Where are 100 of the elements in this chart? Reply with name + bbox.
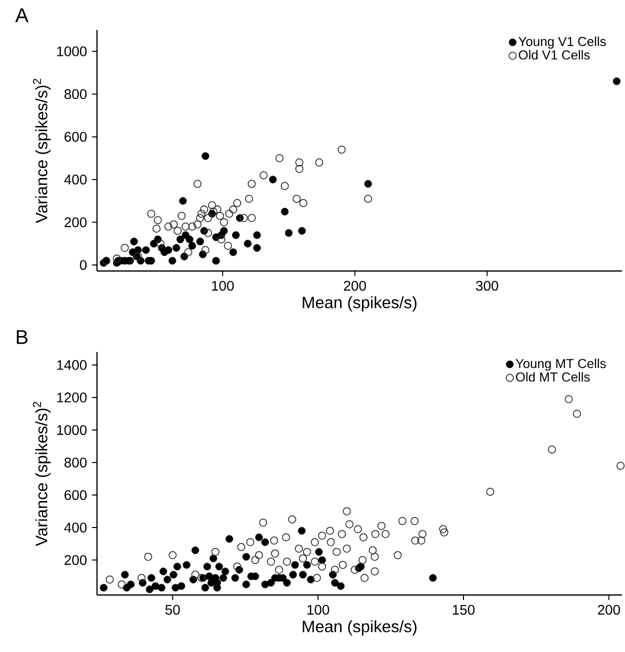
point bbox=[291, 561, 299, 569]
point bbox=[292, 194, 301, 203]
point bbox=[152, 582, 160, 590]
legend-label: Young V1 Cells bbox=[518, 36, 606, 49]
chart-title: A bbox=[15, 8, 28, 22]
point bbox=[156, 240, 164, 248]
point bbox=[220, 227, 228, 235]
point bbox=[315, 548, 323, 556]
point bbox=[212, 256, 220, 265]
point bbox=[205, 572, 213, 580]
point bbox=[233, 199, 242, 208]
point bbox=[356, 562, 365, 570]
point bbox=[336, 582, 344, 590]
y-tick-label: 1400 bbox=[57, 360, 87, 370]
point bbox=[208, 201, 216, 210]
y-tick-label: 400 bbox=[64, 174, 87, 184]
point bbox=[164, 222, 172, 231]
point bbox=[303, 561, 311, 569]
point bbox=[268, 176, 277, 184]
point bbox=[295, 164, 304, 173]
legend-label: Young MT Cells bbox=[516, 358, 606, 371]
y-axis-title: Variance (spikes/s)$^{2}$ bbox=[32, 78, 51, 224]
y-tick-label: 200 bbox=[64, 217, 87, 228]
point bbox=[299, 199, 308, 208]
point bbox=[209, 554, 218, 562]
point bbox=[225, 210, 234, 218]
point bbox=[261, 580, 269, 588]
point bbox=[177, 582, 186, 590]
point bbox=[184, 248, 192, 256]
y-tick-label: 600 bbox=[64, 490, 87, 500]
point bbox=[142, 246, 150, 254]
point bbox=[244, 240, 252, 248]
point bbox=[100, 584, 108, 592]
point bbox=[255, 533, 263, 542]
y-tick-label: 200 bbox=[64, 555, 87, 565]
point bbox=[213, 205, 222, 214]
point bbox=[204, 228, 212, 238]
point bbox=[261, 538, 269, 546]
point bbox=[193, 220, 202, 228]
y-tick-label: 600 bbox=[64, 132, 87, 142]
point bbox=[364, 194, 372, 203]
point bbox=[298, 526, 306, 535]
point bbox=[152, 224, 160, 233]
y-tick-label: 800 bbox=[64, 89, 87, 100]
point bbox=[220, 218, 228, 226]
legend-label: Old MT Cells bbox=[516, 372, 590, 382]
legend-label: Old V1 Cells bbox=[518, 50, 590, 60]
point bbox=[217, 235, 226, 244]
point bbox=[197, 210, 206, 218]
point bbox=[176, 236, 184, 244]
x-tick-label: 100 bbox=[212, 280, 234, 291]
x-tick-label: 200 bbox=[598, 604, 620, 615]
point bbox=[172, 584, 180, 592]
point bbox=[364, 180, 372, 188]
point bbox=[306, 576, 314, 584]
point bbox=[164, 246, 172, 254]
point bbox=[159, 568, 168, 576]
point bbox=[318, 556, 326, 564]
point bbox=[253, 231, 261, 239]
point bbox=[267, 579, 275, 587]
x-tick-label: 100 bbox=[307, 604, 330, 615]
point bbox=[231, 574, 239, 582]
y-tick-label: 1000 bbox=[57, 46, 87, 56]
point bbox=[259, 171, 268, 180]
point bbox=[219, 574, 227, 582]
x-axis-title: Mean (spikes/s) bbox=[302, 296, 416, 312]
point bbox=[248, 214, 256, 222]
point bbox=[147, 574, 156, 582]
point bbox=[201, 246, 210, 254]
point bbox=[170, 220, 178, 228]
point bbox=[201, 584, 209, 592]
y-tick-label: 1000 bbox=[57, 425, 87, 435]
point bbox=[284, 229, 292, 237]
point bbox=[177, 212, 186, 220]
point bbox=[186, 236, 194, 244]
y-tick-label: 0 bbox=[80, 260, 87, 270]
point bbox=[188, 242, 196, 250]
point bbox=[191, 546, 200, 554]
point bbox=[154, 216, 162, 224]
point bbox=[280, 182, 289, 190]
point bbox=[200, 205, 208, 214]
point bbox=[242, 580, 250, 588]
y-tick-label: 400 bbox=[64, 522, 87, 532]
point bbox=[196, 238, 204, 246]
point bbox=[298, 227, 306, 235]
point bbox=[126, 580, 134, 588]
x-tick-label: 200 bbox=[344, 280, 366, 291]
point bbox=[331, 579, 339, 587]
point bbox=[229, 248, 237, 256]
point bbox=[225, 535, 234, 543]
point bbox=[248, 180, 256, 188]
point bbox=[147, 210, 156, 218]
point bbox=[429, 574, 437, 582]
point bbox=[172, 244, 180, 252]
point bbox=[170, 570, 178, 578]
y-axis-title: Variance (spikes/s)$^{2}$ bbox=[32, 402, 51, 546]
point bbox=[179, 197, 187, 205]
point bbox=[283, 579, 291, 587]
point bbox=[240, 214, 248, 222]
point bbox=[224, 242, 232, 250]
